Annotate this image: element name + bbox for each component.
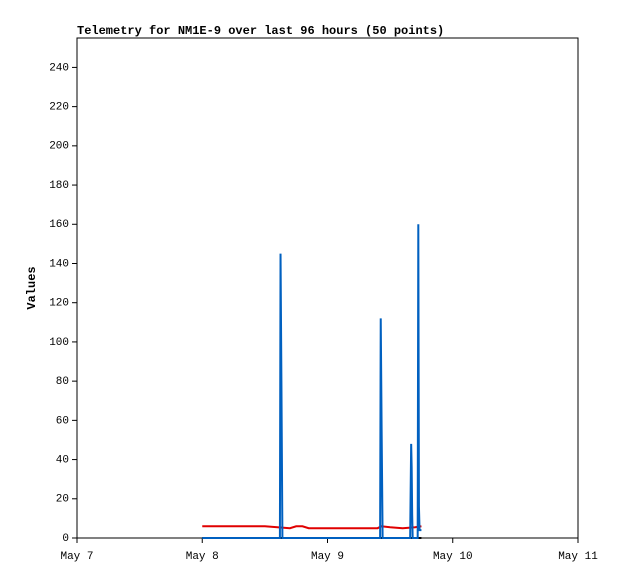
- chart-title: Telemetry for NM1E-9 over last 96 hours …: [77, 24, 444, 38]
- series-line: [202, 525, 422, 530]
- y-tick-label: 220: [49, 102, 69, 114]
- y-tick-label: 0: [62, 533, 69, 545]
- x-tick-label: May 8: [186, 551, 219, 563]
- x-tick-label: May 10: [433, 551, 473, 563]
- x-tick-label: May 9: [311, 551, 344, 563]
- y-tick-label: 140: [49, 258, 69, 270]
- plot-frame: [76, 37, 579, 539]
- y-tick-label: 160: [49, 219, 69, 231]
- y-tick-label: 20: [56, 494, 69, 506]
- y-tick-label: 80: [56, 376, 69, 388]
- y-tick-label: 180: [49, 180, 69, 192]
- y-tick-label: 100: [49, 337, 69, 349]
- x-tick-label: May 7: [60, 551, 93, 563]
- y-tick-label: 200: [49, 141, 69, 153]
- x-tick-label: May 11: [558, 551, 598, 563]
- series-line: [202, 224, 422, 539]
- y-tick-label: 60: [56, 415, 69, 427]
- y-tick-label: 40: [56, 454, 69, 466]
- y-axis-label: Values: [25, 266, 39, 309]
- y-tick-label: 120: [49, 298, 69, 310]
- y-tick-label: 240: [49, 62, 69, 74]
